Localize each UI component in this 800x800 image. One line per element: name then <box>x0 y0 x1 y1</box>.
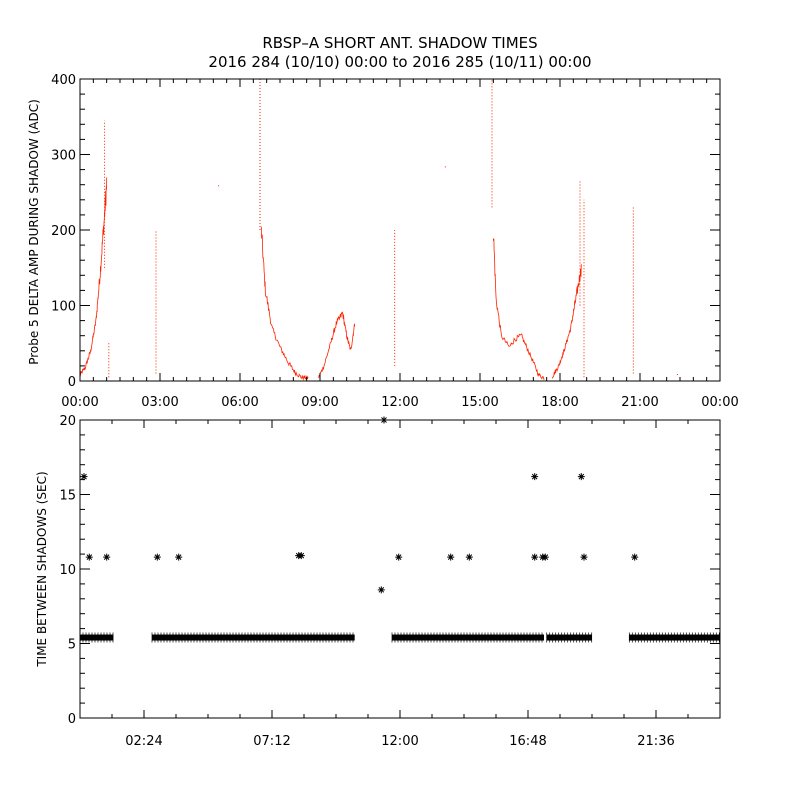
top-y-tick-label: 300 <box>51 149 76 164</box>
interval-point <box>531 473 539 481</box>
bottom-y-tick-label: 20 <box>59 414 76 429</box>
top-y-tick-label: 200 <box>51 224 76 239</box>
bottom-x-tick-label: 16:48 <box>509 734 546 749</box>
interval-point <box>580 553 588 561</box>
bottom-y-tick-label: 15 <box>59 489 76 504</box>
baseline-band <box>80 634 114 641</box>
baseline-markers <box>546 632 593 643</box>
top-y-tick-label: 100 <box>51 300 76 315</box>
top-y-tick-label: 400 <box>51 73 76 88</box>
interval-point <box>541 553 549 561</box>
top-x-tick-label: 09:00 <box>301 395 338 410</box>
top-plot-data <box>79 79 678 381</box>
top-x-tick-label: 03:00 <box>141 395 178 410</box>
baseline-band <box>392 634 544 641</box>
interval-point <box>103 553 111 561</box>
top-plot-frame <box>79 78 721 382</box>
chart-subtitle: 2016 284 (10/10) 00:00 to 2016 285 (10/1… <box>208 53 591 71</box>
bottom-x-tick-label: 07:12 <box>253 734 290 749</box>
interval-point <box>447 553 455 561</box>
amp-trace <box>318 311 356 379</box>
interval-point <box>531 553 539 561</box>
bottom-x-tick-label: 21:36 <box>637 734 674 749</box>
top-panel: 00:00 03:00 06:00 09:00 12:00 15:00 18:00 21:00… <box>27 73 739 410</box>
interval-point <box>395 553 403 561</box>
interval-point <box>297 552 305 560</box>
baseline-markers <box>151 632 354 643</box>
bottom-y-axis-label: TIME BETWEEN SHADOWS (SEC) <box>35 471 49 667</box>
baseline-markers <box>391 632 543 643</box>
baseline-band <box>546 634 592 641</box>
bottom-panel: 02:24 07:12 12:00 16:48 21:36 0 5 10 15 20 TIME B… <box>35 414 721 749</box>
bottom-axis-ticks: 02:24 07:12 12:00 16:48 21:36 0 5 10 15 20 <box>59 414 721 749</box>
top-x-tick-label: 12:00 <box>381 395 418 410</box>
top-x-tick-label: 00:00 <box>61 395 98 410</box>
top-x-tick-label: 21:00 <box>621 395 658 410</box>
interval-point <box>153 553 161 561</box>
baseline-markers <box>628 632 720 643</box>
top-x-tick-label: 18:00 <box>541 395 578 410</box>
bottom-plot-frame <box>79 419 721 719</box>
bottom-x-tick-label: 02:24 <box>125 734 162 749</box>
baseline-band <box>152 634 355 641</box>
interval-point <box>80 473 88 481</box>
amp-trace <box>492 238 545 380</box>
interval-point <box>631 553 639 561</box>
top-x-tick-label: 00:00 <box>701 395 738 410</box>
bottom-y-tick-label: 5 <box>68 638 76 653</box>
interval-point <box>175 553 183 561</box>
top-y-axis-label: Probe 5 DELTA AMP DURING SHADOW (ADC) <box>27 99 41 365</box>
baseline-band <box>629 634 720 641</box>
interval-point <box>577 473 585 481</box>
top-y-tick-label: 0 <box>68 375 76 390</box>
bottom-plot-data <box>79 416 720 643</box>
chart-title: RBSP–A SHORT ANT. SHADOW TIMES <box>262 34 537 52</box>
amp-trace <box>260 226 309 381</box>
amp-trace <box>551 264 582 379</box>
top-x-tick-label: 15:00 <box>461 395 498 410</box>
top-x-tick-label: 06:00 <box>221 395 258 410</box>
bottom-y-tick-label: 10 <box>59 563 76 578</box>
bottom-y-tick-label: 0 <box>68 712 76 727</box>
amp-trace <box>79 177 108 377</box>
bottom-x-tick-label: 12:00 <box>381 734 418 749</box>
top-axis-ticks: 00:00 03:00 06:00 09:00 12:00 15:00 18:00 21:00… <box>51 73 739 410</box>
interval-point <box>85 553 93 561</box>
interval-point <box>377 586 385 594</box>
interval-point <box>465 553 473 561</box>
